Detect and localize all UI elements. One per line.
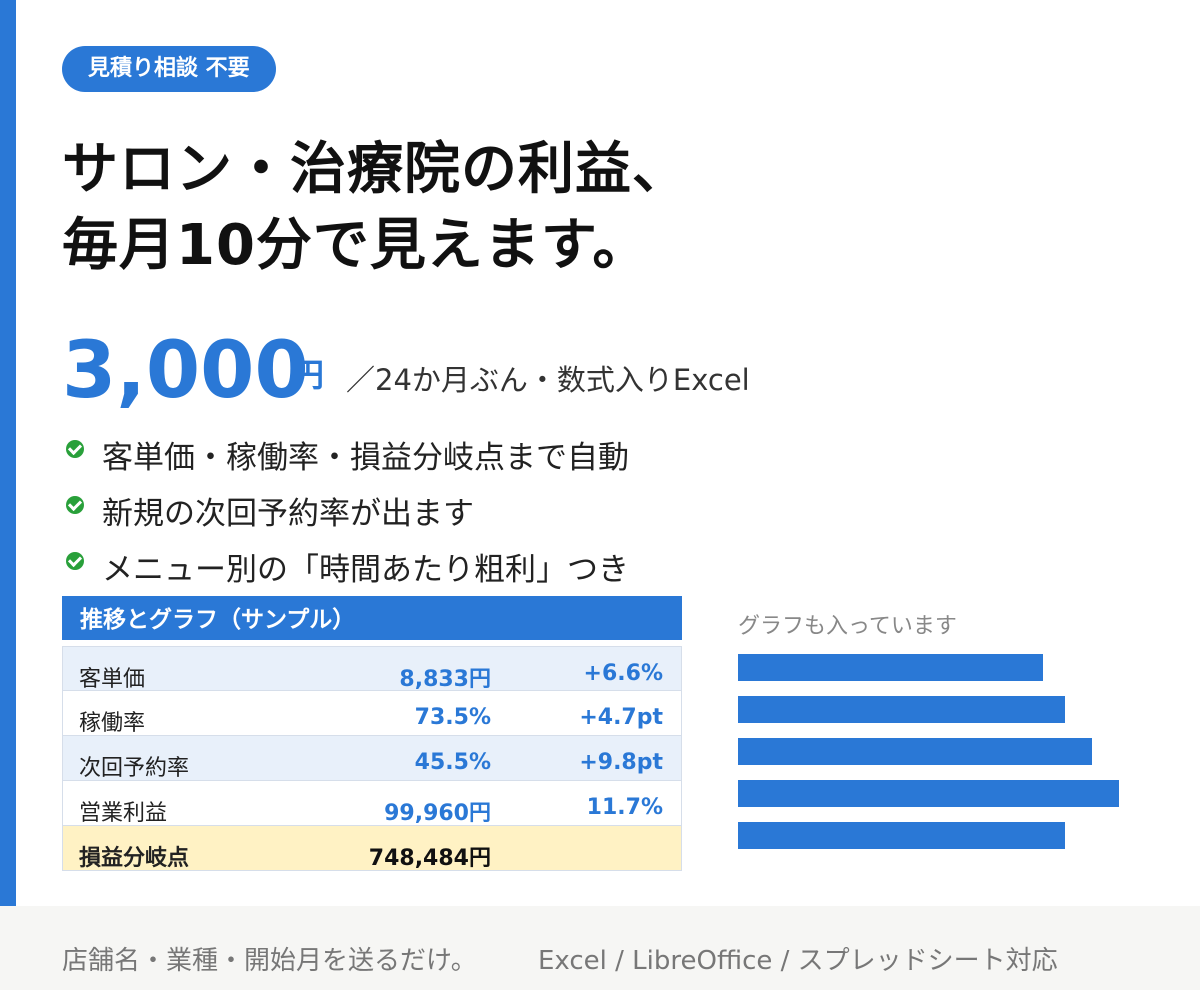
chart-bar (738, 738, 1092, 765)
price-amount: 3,000 (62, 326, 309, 416)
sample-table: 推移とグラフ（サンプル） 客単価 8,833円 +6.6% 稼働率 73.5% … (62, 596, 682, 871)
accent-bar (0, 0, 16, 906)
table-row: 稼働率 73.5% +4.7pt (62, 691, 682, 736)
feature-text: メニュー別の「時間あたり粗利」つき (102, 552, 629, 588)
table-row: 客単価 8,833円 +6.6% (62, 646, 682, 692)
row-label: 稼働率 (79, 711, 146, 736)
chart-bar (738, 696, 1065, 723)
row-delta: +4.7pt (579, 705, 663, 730)
price-unit: 円 (292, 356, 325, 394)
chart-bar (738, 654, 1043, 681)
row-delta: +9.8pt (579, 750, 663, 775)
row-delta: 11.7% (586, 795, 663, 820)
row-value: 73.5% (414, 705, 491, 730)
row-value: 45.5% (414, 750, 491, 775)
no-quote-badge: 見積り相談 不要 (62, 46, 276, 92)
row-value: 8,833円 (399, 667, 491, 692)
page-title: サロン・治療院の利益、 毎月10分で見えます。 (62, 132, 689, 284)
check-icon (66, 440, 84, 458)
table-row: 営業利益 99,960円 11.7% (62, 781, 682, 826)
title-line-1: サロン・治療院の利益、 (62, 137, 689, 202)
footer-compatibility: Excel / LibreOffice / スプレッドシート対応 (538, 946, 1058, 976)
title-line-2: 毎月10分で見えます。 (62, 213, 650, 278)
table-body: 客単価 8,833円 +6.6% 稼働率 73.5% +4.7pt 次回予約率 … (62, 646, 682, 871)
table-total-row: 損益分岐点 748,484円 (62, 826, 682, 871)
total-value: 748,484円 (368, 846, 491, 871)
footer-note: 店舗名・業種・開始月を送るだけ。 (62, 946, 477, 976)
row-value: 99,960円 (384, 801, 491, 826)
total-label: 損益分岐点 (79, 846, 190, 871)
chart-bar (738, 780, 1119, 807)
check-icon (66, 552, 84, 570)
chart-bar (738, 822, 1065, 849)
sample-bar-chart (738, 654, 1158, 854)
row-label: 営業利益 (79, 801, 168, 826)
check-icon (66, 496, 84, 514)
chart-caption: グラフも入っています (738, 614, 957, 639)
price-note: ／24か月ぶん・数式入りExcel (346, 363, 750, 397)
table-title: 推移とグラフ（サンプル） (62, 596, 682, 640)
feature-text: 新規の次回予約率が出ます (102, 496, 474, 532)
row-delta: +6.6% (583, 661, 663, 686)
feature-text: 客単価・稼働率・損益分岐点まで自動 (102, 440, 629, 476)
table-row: 次回予約率 45.5% +9.8pt (62, 736, 682, 781)
row-label: 客単価 (79, 667, 146, 692)
row-label: 次回予約率 (79, 756, 190, 781)
footer: 店舗名・業種・開始月を送るだけ。 Excel / LibreOffice / ス… (0, 906, 1200, 990)
